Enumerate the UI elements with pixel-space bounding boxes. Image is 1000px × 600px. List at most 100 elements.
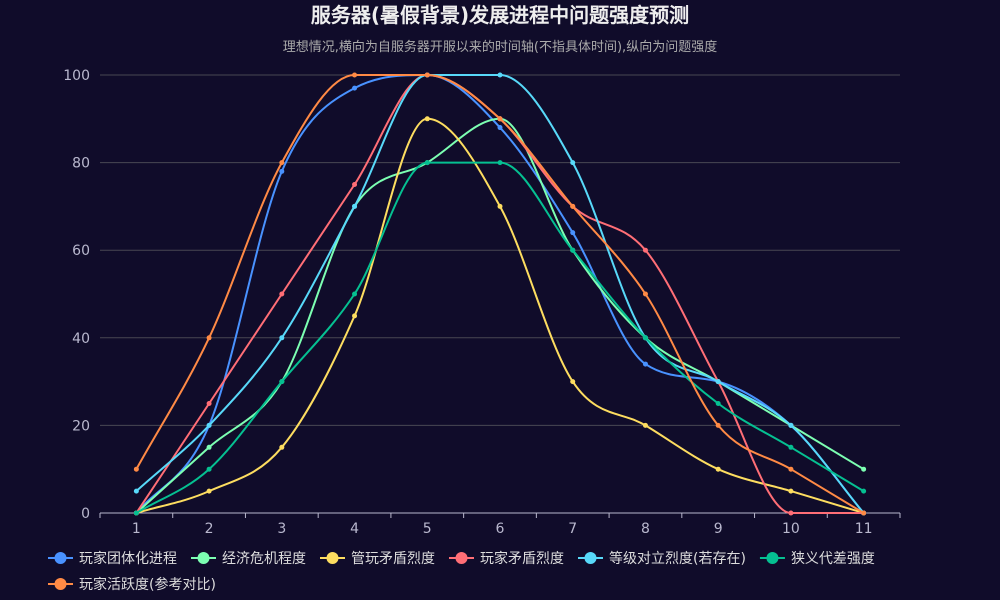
- data-point[interactable]: [570, 160, 576, 166]
- series-2: [133, 116, 867, 516]
- series-line: [135, 117, 865, 514]
- data-point[interactable]: [715, 422, 721, 428]
- data-point[interactable]: [497, 203, 503, 209]
- data-point[interactable]: [352, 72, 358, 78]
- data-point[interactable]: [788, 488, 794, 494]
- data-point[interactable]: [715, 466, 721, 472]
- data-point[interactable]: [206, 335, 212, 341]
- legend[interactable]: 玩家团体化进程 经济危机程度 管玩矛盾烈度 玩家矛盾烈度 等级对立烈度(若存在) 狭义代差…: [48, 550, 875, 593]
- data-point[interactable]: [133, 488, 139, 494]
- series-line: [135, 74, 865, 514]
- data-point[interactable]: [279, 160, 285, 166]
- data-point[interactable]: [352, 313, 358, 319]
- legend-marker-icon: [54, 552, 67, 564]
- x-tick-label: 4: [350, 521, 359, 537]
- x-tick-label: 11: [855, 521, 873, 537]
- legend-item[interactable]: 经济危机程度: [191, 551, 306, 567]
- data-point[interactable]: [352, 291, 358, 297]
- data-point[interactable]: [788, 444, 794, 450]
- data-point[interactable]: [206, 444, 212, 450]
- legend-label: 管玩矛盾烈度: [351, 551, 435, 567]
- x-tick-label: 3: [277, 521, 286, 537]
- x-tick-label: 8: [641, 521, 650, 537]
- legend-item[interactable]: 玩家活跃度(参考对比): [48, 576, 216, 593]
- x-tick-label: 6: [496, 521, 505, 537]
- data-point[interactable]: [497, 125, 503, 131]
- data-point[interactable]: [715, 379, 721, 385]
- legend-label: 玩家团体化进程: [79, 550, 177, 567]
- data-point[interactable]: [424, 116, 430, 122]
- data-point[interactable]: [861, 466, 867, 472]
- legend-marker-icon: [766, 552, 779, 564]
- series-6: [133, 160, 867, 516]
- y-tick-label: 40: [72, 331, 90, 347]
- data-point[interactable]: [133, 466, 139, 472]
- x-tick-label: 5: [423, 521, 432, 537]
- legend-marker-icon: [455, 552, 468, 564]
- data-point[interactable]: [133, 510, 139, 516]
- data-point[interactable]: [642, 247, 648, 253]
- data-point[interactable]: [352, 203, 358, 209]
- legend-item[interactable]: 狭义代差强度: [759, 551, 875, 567]
- data-point[interactable]: [861, 488, 867, 494]
- legend-marker-icon: [584, 552, 597, 564]
- x-tick-label: 7: [568, 521, 577, 537]
- data-point[interactable]: [788, 466, 794, 472]
- data-point[interactable]: [788, 422, 794, 428]
- data-point[interactable]: [206, 488, 212, 494]
- data-point[interactable]: [206, 466, 212, 472]
- data-point[interactable]: [206, 401, 212, 406]
- data-point[interactable]: [424, 160, 430, 166]
- data-point[interactable]: [861, 510, 867, 516]
- data-point[interactable]: [642, 361, 648, 367]
- x-axis: 1 2 3 4 5 6 7 8 9 10 11: [99, 512, 901, 537]
- data-point[interactable]: [570, 379, 576, 385]
- data-point[interactable]: [352, 85, 358, 91]
- grid: 0 20 40 60 80 100: [63, 68, 900, 522]
- data-point[interactable]: [279, 335, 285, 341]
- legend-label: 狭义代差强度: [791, 551, 875, 567]
- data-point[interactable]: [424, 72, 430, 78]
- data-point[interactable]: [279, 444, 285, 450]
- data-point[interactable]: [642, 291, 648, 297]
- data-point[interactable]: [642, 422, 648, 428]
- data-point[interactable]: [497, 72, 503, 78]
- legend-label: 玩家活跃度(参考对比): [79, 576, 216, 593]
- series-line: [136, 117, 864, 514]
- chart-subtitle: 理想情况,横向为自服务器开服以来的时间轴(不指具体时间),纵向为问题强度: [283, 39, 717, 55]
- data-point[interactable]: [570, 203, 576, 209]
- series-line: [135, 74, 865, 514]
- data-point[interactable]: [642, 335, 648, 341]
- x-tick-label: 10: [782, 521, 800, 537]
- data-point[interactable]: [206, 422, 212, 428]
- y-tick-label: 80: [72, 156, 90, 172]
- series-3: [133, 116, 867, 516]
- data-point[interactable]: [352, 182, 358, 187]
- series-group: [133, 72, 867, 516]
- data-point[interactable]: [788, 510, 794, 516]
- legend-label: 经济危机程度: [222, 551, 306, 567]
- legend-item[interactable]: 管玩矛盾烈度: [320, 551, 435, 567]
- data-point[interactable]: [279, 379, 285, 385]
- legend-marker-icon: [326, 552, 339, 564]
- legend-label: 玩家矛盾烈度: [480, 550, 564, 567]
- data-point[interactable]: [570, 247, 576, 253]
- y-tick-label: 100: [63, 68, 90, 84]
- series-4: [133, 72, 867, 516]
- x-tick-label: 9: [714, 521, 723, 537]
- data-point[interactable]: [497, 160, 503, 166]
- series-5: [133, 72, 867, 516]
- legend-item[interactable]: 玩家矛盾烈度: [449, 550, 564, 567]
- data-point[interactable]: [497, 116, 503, 122]
- y-tick-label: 60: [72, 243, 90, 259]
- data-point[interactable]: [570, 230, 576, 236]
- data-point[interactable]: [279, 168, 285, 174]
- data-point[interactable]: [715, 401, 721, 406]
- y-tick-label: 0: [81, 506, 90, 522]
- legend-item[interactable]: 等级对立烈度(若存在): [578, 550, 746, 567]
- series-7: [133, 72, 867, 516]
- legend-marker-icon: [197, 552, 210, 564]
- legend-item[interactable]: 玩家团体化进程: [48, 550, 177, 567]
- data-point[interactable]: [279, 291, 285, 297]
- y-tick-label: 20: [72, 418, 90, 434]
